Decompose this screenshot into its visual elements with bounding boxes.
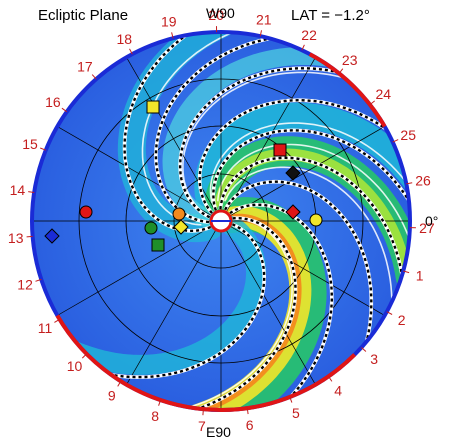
rim-tick (328, 376, 333, 382)
rim-tick (386, 311, 393, 315)
rim-tick (81, 353, 87, 359)
spacecraft-black-marker (285, 165, 301, 181)
carrington-number-5: 5 (292, 405, 300, 421)
carrington-number-13: 13 (8, 230, 24, 246)
sector-boundary-line (217, 143, 410, 263)
carrington-number-15: 15 (22, 136, 38, 152)
mercury-marker (79, 205, 93, 219)
latitude-label: LAT = −1.2° (291, 7, 370, 24)
carrington-number-1: 1 (416, 268, 424, 284)
spiral-arm-dashed (178, 67, 363, 219)
carrington-number-21: 21 (256, 12, 272, 28)
carrington-number-19: 19 (161, 14, 177, 30)
density-field (32, 32, 410, 410)
w90-label: W90 (206, 5, 235, 21)
earth-marker (309, 213, 323, 227)
rim-tick (403, 270, 410, 274)
rim-tick (129, 48, 133, 55)
carrington-number-8: 8 (151, 408, 159, 424)
rim-tick (259, 30, 262, 37)
spiral-arm-dashed (198, 98, 407, 214)
rim-tick (289, 396, 293, 403)
carrington-number-9: 9 (108, 388, 116, 404)
radial-spoke (126, 220, 222, 385)
sector-boundary-line (163, 218, 293, 410)
stereo-b-marker (44, 228, 60, 244)
carrington-number-10: 10 (67, 358, 83, 374)
carrington-number-14: 14 (10, 182, 26, 198)
rim-red-northeast (308, 52, 387, 128)
sector-boundary-line (209, 122, 410, 204)
carrington-number-7: 7 (198, 418, 206, 434)
rim-tick (28, 191, 35, 193)
rim-tick (246, 408, 249, 415)
carrington-number-3: 3 (370, 351, 378, 367)
rim-tick (338, 68, 344, 74)
planet-spacecraft-markers (44, 100, 323, 252)
carrington-number-22: 22 (301, 27, 317, 43)
band-cyan-north (194, 102, 410, 225)
sun (209, 209, 233, 233)
parker-spiral-arms (85, 32, 410, 410)
rim-tick (406, 182, 413, 185)
spacecraft-green-square-marker (151, 238, 165, 252)
rim (30, 30, 412, 412)
sector-boundary-line (141, 32, 258, 226)
mars-marker (273, 143, 287, 157)
venus-marker (172, 207, 186, 221)
rim-tick (54, 318, 60, 323)
density-bands (60, 32, 410, 410)
ecliptic-plane-label: Ecliptic Plane (38, 7, 128, 24)
rim-tick (202, 409, 204, 416)
rim-tick (361, 347, 367, 352)
rim-tick (40, 147, 46, 151)
rim-tick (26, 235, 33, 238)
rim-red-south (55, 314, 357, 412)
carrington-number-6: 6 (246, 417, 254, 433)
carrington-number-26: 26 (415, 173, 431, 189)
zero-degree-label: 0° (425, 213, 438, 229)
e90-label: E90 (206, 424, 231, 440)
carrington-number-4: 4 (334, 382, 342, 398)
rim-tick (301, 44, 305, 51)
spiral-arm-dashed (224, 180, 373, 367)
rim-tick (171, 32, 174, 39)
carrington-number-2: 2 (398, 312, 406, 328)
band-lightgreen-northeast (213, 148, 410, 293)
rim-tick (35, 278, 42, 282)
carrington-number-12: 12 (17, 277, 33, 293)
rim-tick (158, 399, 161, 406)
carrington-number-23: 23 (342, 52, 358, 68)
rim-tick (91, 74, 97, 80)
carrington-number-20: 20 (208, 7, 224, 23)
sector-boundary-line (223, 166, 393, 328)
rim-tick (392, 139, 399, 143)
stereo-a-marker (285, 204, 301, 220)
band-cyan-southeast (60, 216, 267, 375)
spiral-arm-dashed (212, 129, 410, 224)
rim-tick (117, 381, 122, 387)
spiral-arm-dashed (219, 156, 406, 301)
rim-tick (61, 107, 68, 113)
carrington-number-24: 24 (376, 86, 392, 102)
carrington-number-16: 16 (45, 94, 61, 110)
radial-spoke (220, 220, 316, 385)
jupiter-marker (146, 100, 160, 114)
spacecraft-green-circle-marker (144, 221, 158, 235)
band-cyan-southwest (162, 47, 344, 228)
spiral-arm-dashed (229, 203, 333, 410)
rim-tick (369, 100, 376, 105)
sector-boundary-line (182, 71, 369, 213)
spiral-arm-dashed (173, 217, 297, 410)
carrington-number-11: 11 (38, 320, 53, 336)
spacecraft-yellow-diamond-marker (173, 219, 189, 235)
carrington-number-18: 18 (117, 31, 133, 47)
carrington-number-17: 17 (77, 58, 93, 74)
carrington-number-27: 27 (419, 220, 435, 236)
radial-spoke (57, 220, 222, 316)
spiral-arm-dashed (85, 223, 266, 379)
carrington-number-25: 25 (400, 127, 416, 143)
